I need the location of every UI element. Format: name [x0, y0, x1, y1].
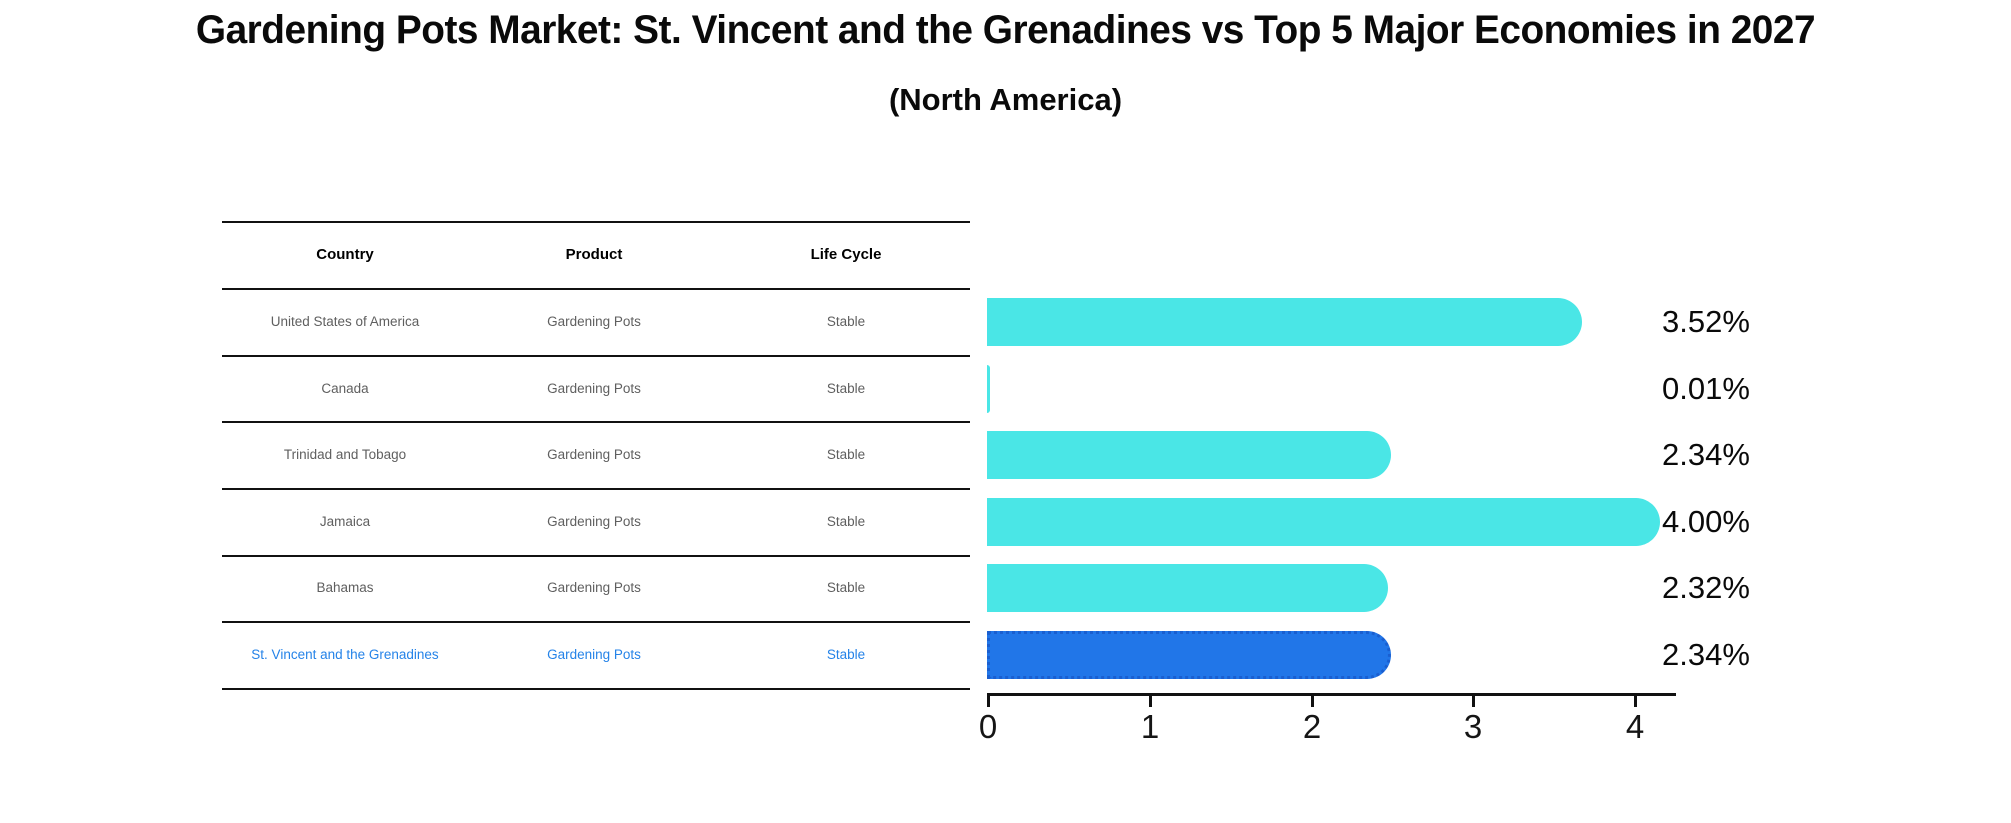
chart-title: Gardening Pots Market: St. Vincent and t… — [195, 8, 1816, 52]
bar-united-states — [987, 298, 1583, 346]
table-rule — [222, 688, 970, 690]
x-axis-tick-label: 4 — [1625, 708, 1645, 745]
table-header-lifecycle: Life Cycle — [810, 246, 882, 263]
table-cell-product: Gardening Pots — [547, 514, 641, 529]
x-axis-tick — [1472, 696, 1475, 707]
bar-st-vincent-highlighted — [987, 631, 1392, 679]
table-rule — [222, 288, 970, 290]
table-rule — [222, 221, 970, 223]
table-rule — [222, 621, 970, 623]
table-cell-lifecycle: Stable — [826, 514, 866, 529]
table-cell-lifecycle: Stable — [826, 447, 866, 462]
bar-jamaica — [987, 498, 1660, 546]
x-axis-tick — [1149, 696, 1152, 707]
x-axis-tick-label: 2 — [1302, 708, 1322, 745]
table-cell-country: Trinidad and Tobago — [283, 447, 407, 462]
value-label: 2.32% — [1662, 570, 1750, 605]
table-cell-country: Jamaica — [319, 514, 371, 529]
table-cell-product: Gardening Pots — [547, 381, 641, 396]
x-axis-tick — [1634, 696, 1637, 707]
x-axis-tick-label: 0 — [978, 708, 998, 745]
x-axis-line — [987, 693, 1676, 696]
table-rule — [222, 555, 970, 557]
x-axis-tick-label: 3 — [1463, 708, 1483, 745]
bar-trinidad-and-tobago — [987, 431, 1392, 479]
table-cell-product: Gardening Pots — [547, 447, 641, 462]
table-cell-product: Gardening Pots — [547, 314, 641, 329]
table-rule — [222, 355, 970, 357]
table-cell-country: Bahamas — [316, 580, 374, 595]
value-label: 0.01% — [1662, 371, 1750, 406]
x-axis-tick — [1311, 696, 1314, 707]
bar-bahamas — [987, 564, 1389, 612]
x-axis-tick-label: 1 — [1140, 708, 1160, 745]
table-rule — [222, 488, 970, 490]
table-cell-product: Gardening Pots — [547, 580, 641, 595]
chart-subtitle: (North America) — [888, 82, 1123, 117]
table-cell-lifecycle: Stable — [826, 381, 866, 396]
value-label: 4.00% — [1662, 504, 1750, 539]
table-cell-lifecycle: Stable — [826, 314, 866, 329]
table-cell-product-highlighted: Gardening Pots — [547, 647, 641, 662]
value-label: 2.34% — [1662, 637, 1750, 672]
table-cell-country: Canada — [321, 381, 369, 396]
table-header-product: Product — [565, 246, 623, 263]
table-cell-lifecycle-highlighted: Stable — [826, 647, 866, 662]
value-label: 3.52% — [1662, 304, 1750, 339]
value-label: 2.34% — [1662, 437, 1750, 472]
table-cell-country: United States of America — [270, 314, 420, 329]
table-rule — [222, 421, 970, 423]
table-cell-lifecycle: Stable — [826, 580, 866, 595]
table-header-country: Country — [316, 246, 374, 263]
bar-canada — [987, 365, 990, 413]
table-cell-country-highlighted: St. Vincent and the Grenadines — [251, 647, 439, 662]
x-axis-tick — [987, 696, 990, 707]
